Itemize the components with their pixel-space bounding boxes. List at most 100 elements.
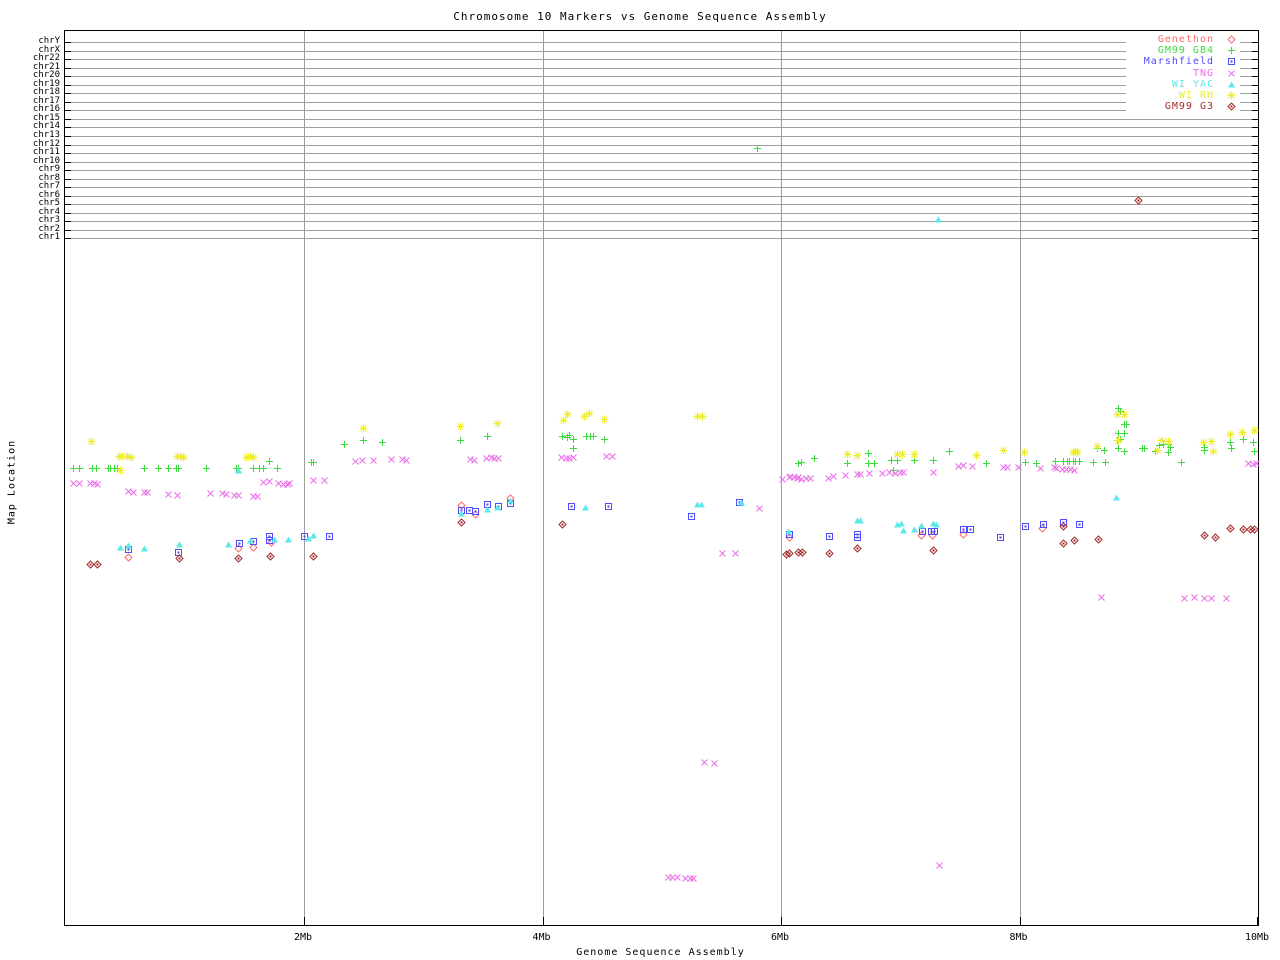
legend-item-wi-yac: WI YAC [1126,79,1240,90]
data-point-wi-rh [843,450,852,459]
chr-tick-right [1252,187,1258,189]
x-tick-label-8mb: 8Mb [1009,932,1028,943]
data-point-tng [1200,594,1209,603]
data-point-gm99-gb4 [265,457,274,466]
data-point-wi-rh [1238,428,1247,437]
data-point-wi-yac [124,541,133,550]
chr-row-label-chr19: chr19 [32,78,60,89]
legend-item-marshfield: Marshfield [1126,56,1240,67]
chr-row-label-chr13: chr13 [32,129,60,140]
data-point-gm99-g3 [93,559,102,569]
data-point-wi-rh [1207,437,1216,446]
chr-tick-right [1252,153,1258,155]
legend-item-genethon: Genethon [1126,34,1240,45]
data-point-wi-yac [483,505,492,514]
data-point-gm99-gb4 [1226,438,1235,447]
chr-row-label-chr22: chr22 [32,53,60,64]
data-point-marshfield [853,533,862,542]
chr-row-label-chr11: chr11 [32,147,60,158]
data-point-wi-rh [127,453,136,462]
chr-tick-left [65,238,71,240]
data-point-tng [668,873,677,882]
x-axis-title: Genome Sequence Assembly [576,947,745,958]
data-point-gm99-gb4 [456,436,465,445]
data-point-marshfield [1039,520,1048,529]
data-point-tng [358,456,367,465]
data-point-gm99-gb4 [864,449,873,458]
data-point-wi-yac [246,536,255,545]
data-point-wi-rh [1114,436,1123,445]
chr-tick-left [65,144,71,146]
data-point-gm99-gb4 [945,447,954,456]
data-point-tng [1036,464,1045,473]
data-point-gm99-gb4 [558,432,567,441]
chr-gridline [65,144,1258,146]
data-point-gm99-g3 [1226,523,1235,533]
chr-gridline [65,118,1258,120]
data-point-gm99-gb4 [600,435,609,444]
chr-row-label-chr4: chr4 [38,206,60,217]
chr-tick-left [65,59,71,61]
x-tick-mark [1257,917,1258,925]
data-point-wi-yac [224,540,233,549]
data-point-gm99-g3 [266,551,275,561]
data-point-tng [253,492,262,501]
data-point-tng [309,476,318,485]
data-point-tng [878,469,887,478]
data-point-wi-yac [116,543,125,552]
data-point-tng [206,489,215,498]
data-point-wi-yac [932,520,941,529]
chr-tick-right [1252,127,1258,129]
data-point-tng [755,504,764,513]
data-point-gm99-g3 [86,559,95,569]
data-point-genethon [785,532,794,542]
chr-gridline [65,42,1258,44]
data-point-wi-rh [493,419,502,428]
chr-row-label-chr17: chr17 [32,95,60,106]
chr-tick-left [65,229,71,231]
data-point-gm99-gb4 [1239,435,1248,444]
data-point-tng [369,456,378,465]
data-point-gm99-gb4 [1140,444,1149,453]
data-point-gm99-g3 [798,547,807,557]
data-point-gm99-gb4 [1021,458,1030,467]
data-point-marshfield [235,539,244,548]
data-point-wi-yac [581,503,590,512]
chr-tick-right [1252,76,1258,78]
chart-title: Chromosome 10 Markers vs Genome Sequence… [453,10,827,23]
data-point-tng [173,491,182,500]
x-tick-label-2mb: 2Mb [293,932,313,943]
data-point-wi-rh [1199,438,1208,447]
chr-tick-right [1252,195,1258,197]
data-point-marshfield [325,532,334,541]
data-point-tng [1070,466,1079,475]
plot-area [64,30,1261,926]
chr-tick-right [1252,238,1258,240]
chr-row-label-chrX: chrX [38,44,60,55]
x-tick-mark [542,917,544,925]
chr-gridline [65,67,1258,69]
data-point-wi-rh [893,450,902,459]
legend-label-gm99-gb4: GM99 GB4 [1157,45,1214,57]
data-point-tng [234,491,243,500]
data-point-tng [569,453,578,462]
chr-gridline [65,178,1258,180]
chr-tick-right [1252,170,1258,172]
chr-gridline [65,50,1258,52]
data-point-gm99-gb4 [797,458,806,467]
data-point-wi-rh [1209,447,1218,456]
data-point-gm99-gb4 [75,464,84,473]
data-point-gm99-gb4 [1032,459,1041,468]
data-point-tng [1252,459,1261,468]
chr-tick-left [65,178,71,180]
data-point-wi-rh [999,446,1008,455]
data-point-wi-yac [1112,493,1121,502]
legend-item-gm99-gb4: GM99 GB4 [1126,45,1240,56]
chr-gridline [65,76,1258,78]
data-point-wi-rh [1113,410,1122,419]
data-point-tng [285,479,294,488]
data-point-tng [164,490,173,499]
data-point-tng [841,471,850,480]
data-point-gm99-gb4 [1120,429,1129,438]
data-point-gm99-gb4 [1227,444,1236,453]
